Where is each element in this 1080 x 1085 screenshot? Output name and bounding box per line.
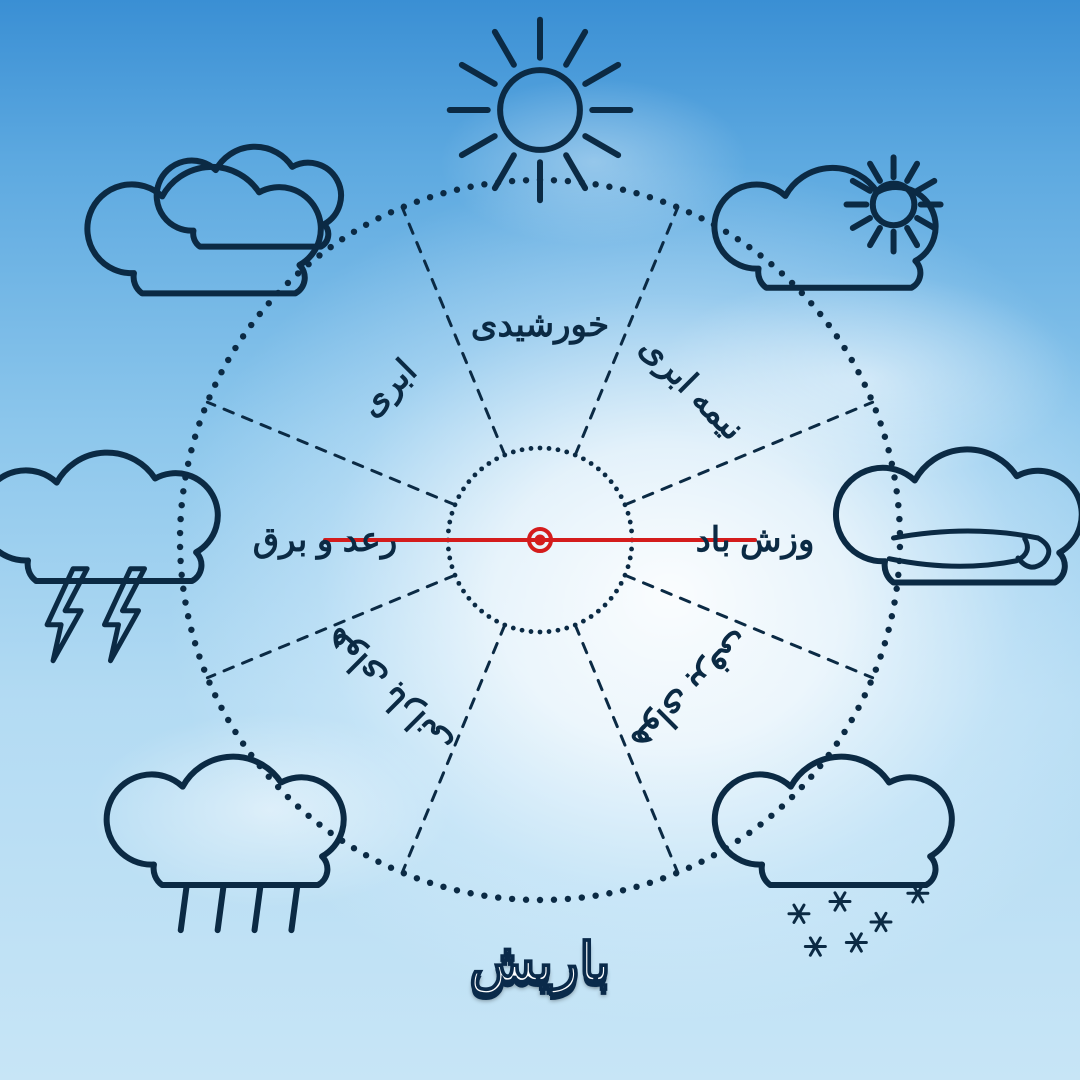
diagram-stage: خورشیدینیمه ابریوزش بادهوای برفیهوای بار…: [0, 0, 1080, 1080]
sunny-icon: [450, 20, 631, 201]
windy-icon: [836, 449, 1080, 582]
rainy-icon: [107, 757, 344, 930]
cloudy-icon: [87, 147, 341, 294]
label-windy: وزش باد: [696, 520, 815, 560]
dial-svg: [0, 0, 1080, 1080]
label-sunny: خورشیدی: [471, 305, 609, 345]
snowy-icon: [715, 757, 952, 956]
partly-cloudy-icon: [714, 157, 940, 287]
thunderstorm-icon: [0, 453, 218, 661]
label-thunderstorm: رعد و برق: [253, 520, 397, 560]
brand-logo: باریش: [469, 931, 610, 994]
